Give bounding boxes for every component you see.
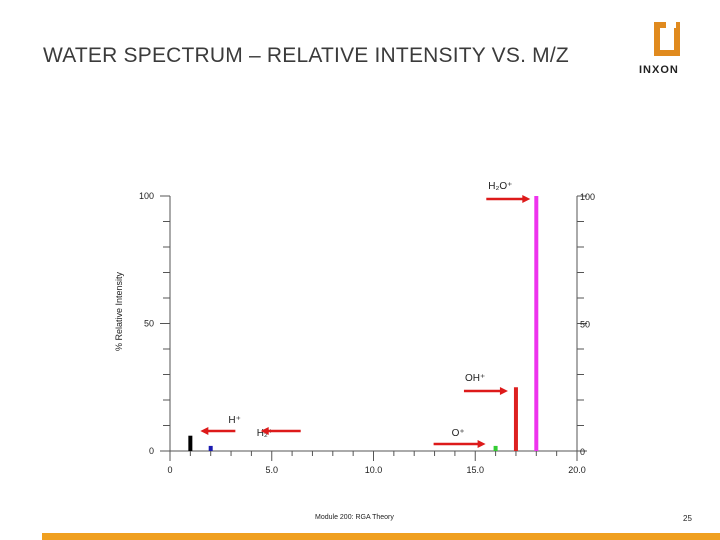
logo-icon bbox=[654, 20, 680, 56]
y-tick-label-left: 0 bbox=[149, 446, 154, 456]
x-tick-label: 15.0 bbox=[466, 465, 484, 475]
annotation-o: O⁺ bbox=[452, 428, 465, 439]
annotation-h2: H₂⁺ bbox=[257, 428, 273, 439]
y-tick-label-left: 100 bbox=[139, 191, 154, 201]
bar-mz-1 bbox=[188, 435, 193, 451]
footer-text: Module 200: RGA Theory bbox=[315, 514, 394, 521]
arrow-oh-head bbox=[499, 387, 508, 395]
arrow-o-head bbox=[477, 440, 486, 448]
arrow-h2-head bbox=[260, 427, 269, 435]
annotation-h2o: H₂O⁺ bbox=[488, 181, 512, 192]
bar-mz-18 bbox=[534, 196, 539, 451]
y-axis-title: % Relative Intensity bbox=[114, 271, 124, 351]
x-tick-label: 10.0 bbox=[365, 465, 383, 475]
bar-mz-17 bbox=[513, 387, 518, 451]
x-tick-label: 5.0 bbox=[265, 465, 278, 475]
y-tick-label-right: 0 bbox=[580, 447, 585, 457]
annotation-h: H⁺ bbox=[228, 415, 241, 426]
logo-text: INXON bbox=[639, 64, 679, 76]
x-tick-label: 20.0 bbox=[568, 465, 586, 475]
x-tick-label: 0 bbox=[167, 465, 172, 475]
arrow-h2o-head bbox=[522, 195, 531, 203]
bar-mz-2 bbox=[208, 445, 213, 451]
slide-title: WATER SPECTRUM – RELATIVE INTENSITY VS. … bbox=[43, 44, 569, 67]
bar-mz-16 bbox=[493, 445, 498, 451]
bottom-accent-bar bbox=[42, 533, 720, 540]
arrow-h-head bbox=[200, 427, 209, 435]
annotation-oh: OH⁺ bbox=[465, 373, 485, 384]
y-tick-label-right: 100 bbox=[580, 192, 595, 202]
y-tick-label-right: 50 bbox=[580, 320, 590, 330]
page-number: 25 bbox=[683, 514, 692, 523]
y-tick-label-left: 50 bbox=[144, 319, 154, 329]
